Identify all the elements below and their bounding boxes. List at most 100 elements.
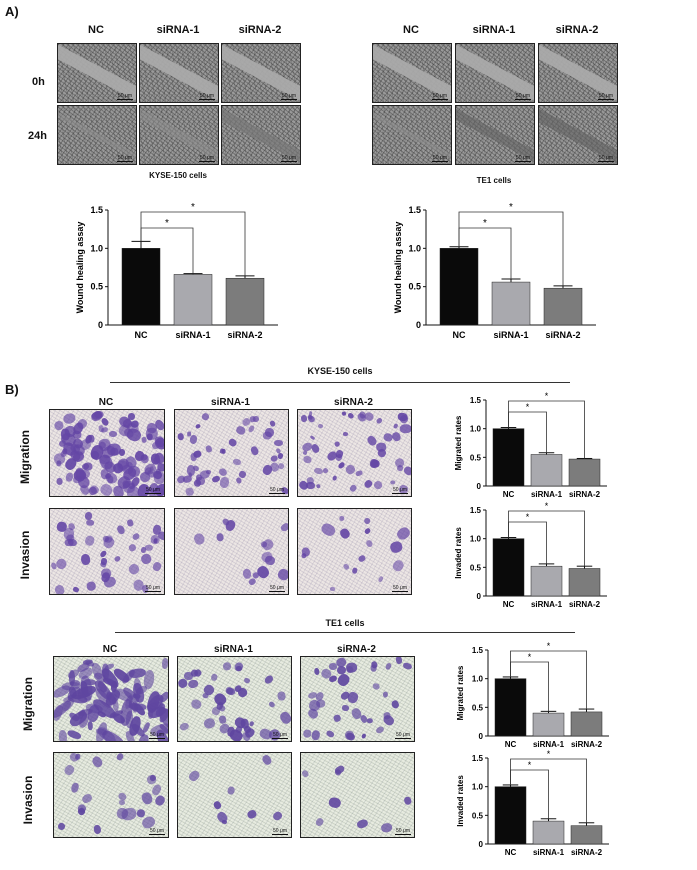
kyse-col-nc: NC <box>88 24 104 36</box>
stained-cell <box>346 691 359 705</box>
bar-sirna-1 <box>532 712 565 737</box>
stained-cell <box>246 808 258 820</box>
scale-bar: 50 μm <box>392 487 408 494</box>
significance-star: * <box>526 402 530 412</box>
bar-sirna-1 <box>530 454 563 487</box>
te1-invasion-nc-image: 50 μm <box>53 752 169 838</box>
stained-cell <box>260 753 273 767</box>
stained-cell <box>263 673 276 686</box>
kyse-row-migration: Migration <box>18 430 32 484</box>
stained-cell <box>226 786 236 796</box>
te1-nc-24h-image: 50 μm <box>372 105 452 165</box>
stained-cell <box>146 432 153 441</box>
stained-cell <box>275 566 288 582</box>
scale-bar: 50 μm <box>281 93 297 100</box>
te1-row-invasion: Invasion <box>21 775 35 825</box>
x-tick-label: siRNA-1 <box>531 600 563 609</box>
stained-cell <box>279 522 288 533</box>
y-axis-label: Wound healing assay <box>393 222 403 314</box>
kyse-wound-chart: 0 0.5 1.0 1.5 Wound healing assay NC siRNA-1 si… <box>75 202 278 340</box>
row-label-24h: 24h <box>28 130 47 142</box>
kyse-migration-sirna2-image: 50 μm <box>297 409 412 497</box>
y-axis-label: Wound healing assay <box>75 222 85 314</box>
bar-nc <box>494 678 527 737</box>
stained-cell <box>363 527 372 536</box>
stained-cell <box>317 423 323 429</box>
stained-cell <box>301 768 311 779</box>
te1-sirna1-24h-image: 50 μm <box>455 105 535 165</box>
y-tick-label: 0.5 <box>470 453 482 462</box>
kyse-invasion-sirna1-image: 50 μm <box>174 508 289 595</box>
y-tick-label: 1.0 <box>472 675 484 684</box>
bar-sirna-2 <box>543 287 583 326</box>
stained-cell <box>302 449 308 455</box>
stained-cell <box>315 698 326 708</box>
stained-cell <box>370 664 377 672</box>
stained-cell <box>53 583 66 594</box>
stained-cell <box>356 818 370 830</box>
te1-migration-chart: 0 0.5 1.0 1.5 Migrated rates NC siRNA-1 siRNA-2… <box>456 641 609 749</box>
y-tick-label: 0 <box>477 592 482 601</box>
x-tick-label: NC <box>505 848 517 857</box>
x-tick-label: siRNA-2 <box>569 600 601 609</box>
stained-cell <box>54 556 69 571</box>
stained-cell <box>343 431 349 436</box>
stained-cell <box>86 581 97 592</box>
scale-bar: 50 μm <box>269 585 285 592</box>
y-tick-label: 1.5 <box>472 646 484 655</box>
stained-cell <box>215 810 230 825</box>
x-tick-label: siRNA-1 <box>533 848 565 857</box>
stained-cell <box>243 676 251 684</box>
kyse-col-sirna1: siRNA-1 <box>156 24 200 36</box>
stained-cell <box>313 467 324 476</box>
scale-bar: 50 μm <box>149 732 165 739</box>
y-tick-label: 1.5 <box>470 506 482 515</box>
stained-cell <box>310 442 321 455</box>
stained-cell <box>338 515 345 522</box>
stained-cell <box>232 458 242 467</box>
te1-invasion-chart: 0 0.5 1.0 1.5 Invaded rates NC siRNA-1 siRNA-2 *… <box>456 749 609 857</box>
te1-wound-chart: 0 0.5 1.0 1.5 Wound healing assay NC siRNA-1 si… <box>393 202 596 340</box>
stained-cell <box>56 821 67 832</box>
stained-cell <box>222 661 232 671</box>
scale-bar: 50 μm <box>432 93 448 100</box>
stained-cell <box>127 542 137 552</box>
kyse-sirna2-0h-image: 50 μm <box>221 43 301 103</box>
stained-cell <box>391 430 403 443</box>
stained-cell <box>334 441 341 448</box>
x-tick-label: NC <box>135 330 148 340</box>
y-tick-label: 0.5 <box>472 811 484 820</box>
stained-cell <box>114 523 126 536</box>
te1-wound-title: TE1 cells <box>476 176 512 185</box>
y-tick-label: 0 <box>98 320 103 330</box>
stained-cell <box>341 411 347 417</box>
stained-cell <box>83 433 94 445</box>
stained-cell <box>153 793 167 808</box>
stained-cell <box>140 436 147 444</box>
stained-cell <box>58 729 68 741</box>
stained-cell <box>126 518 135 528</box>
te1-invasion-sirna1-image: 50 μm <box>177 752 292 838</box>
te1-migration-nc-image: 50 μm <box>53 656 169 742</box>
te1-col-nc: NC <box>403 24 419 36</box>
stained-cell <box>372 479 384 491</box>
stained-cell <box>347 411 356 420</box>
significance-star: * <box>547 641 551 651</box>
bar-sirna-2 <box>570 711 603 737</box>
stained-cell <box>259 540 268 548</box>
stained-cell <box>161 657 168 670</box>
scale-bar: 50 μm <box>145 487 161 494</box>
x-tick-label: NC <box>453 330 466 340</box>
bar-sirna-2 <box>225 277 265 326</box>
x-tick-label: siRNA-2 <box>545 330 580 340</box>
stained-cell <box>264 554 277 567</box>
bar-nc <box>439 248 479 326</box>
bar-sirna-1 <box>532 820 565 845</box>
stained-cell <box>93 824 103 835</box>
stained-cell <box>351 567 359 575</box>
stained-cell <box>311 729 321 741</box>
stained-cell <box>204 443 213 454</box>
te1-sirna2-0h-image: 50 μm <box>538 43 618 103</box>
stained-cell <box>392 422 399 430</box>
panel-a-label: A) <box>5 4 19 19</box>
